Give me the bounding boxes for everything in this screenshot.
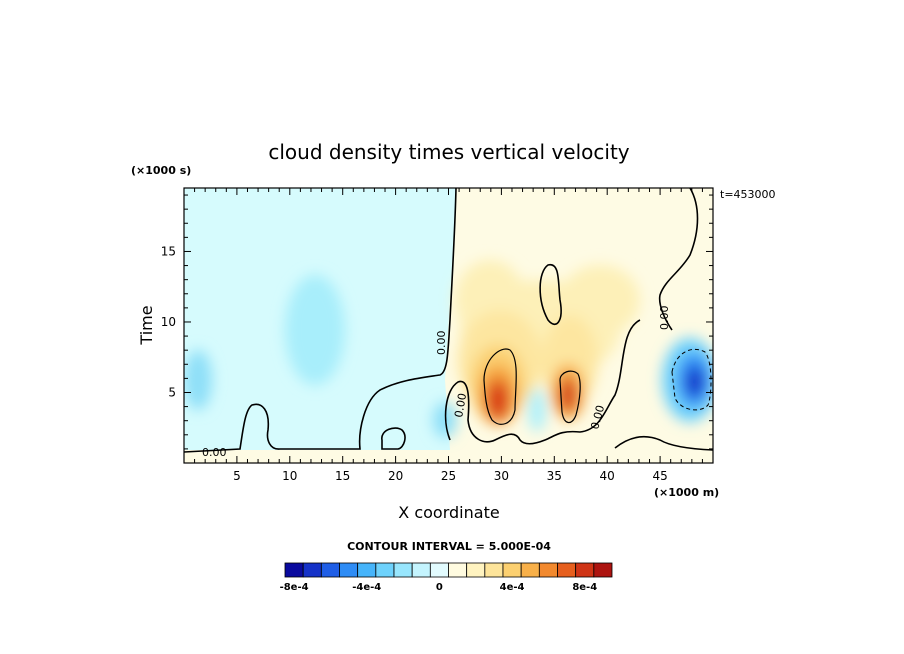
colorbar-swatch bbox=[429, 562, 449, 578]
zero-contour-loop-x34 bbox=[539, 264, 562, 325]
colorbar-swatch bbox=[302, 562, 322, 578]
colorbar-swatch bbox=[520, 562, 540, 578]
colorbar-swatch bbox=[375, 562, 395, 578]
x-axis-ticks: 5 10 15 20 25 30 35 40 45 bbox=[194, 188, 703, 483]
colorbar-swatch bbox=[484, 562, 504, 578]
updraft-2-core bbox=[559, 377, 577, 413]
contour-interval-label: CONTOUR INTERVAL = 5.000E-04 bbox=[347, 540, 551, 553]
colorbar-swatch bbox=[593, 562, 613, 578]
x-tick-label: 20 bbox=[388, 469, 403, 483]
zero-contour-core-2 bbox=[559, 370, 581, 424]
x-tick-label: 45 bbox=[652, 469, 667, 483]
colorbar-tick-label: 0 bbox=[436, 582, 443, 593]
y-tick-label: 5 bbox=[168, 385, 176, 399]
positive-region-edge bbox=[660, 188, 713, 300]
colorbar-tick-label: 8e-4 bbox=[572, 582, 597, 593]
time-stamp: t=453000 bbox=[720, 188, 776, 201]
downdraft-core bbox=[686, 367, 704, 397]
colorbar-tick-labels: -8e-4 -4e-4 0 4e-4 8e-4 bbox=[280, 582, 598, 593]
negative-blob-left bbox=[184, 350, 212, 410]
negative-blob-mid bbox=[285, 275, 345, 385]
colorbar-tick-label: 4e-4 bbox=[500, 582, 525, 593]
x-tick-label: 10 bbox=[282, 469, 297, 483]
colorbar-swatch bbox=[466, 562, 486, 578]
colorbar-swatch bbox=[357, 562, 377, 578]
contour-labels: 0.00 0.00 0.00 0.00 0.00 bbox=[202, 306, 671, 460]
colorbar-swatch bbox=[393, 562, 413, 578]
contour-label-zero: 0.00 bbox=[435, 331, 448, 356]
colorbar-swatch bbox=[538, 562, 558, 578]
field-plot-area: 0.00 0.00 0.00 0.00 0.00 bbox=[184, 188, 713, 463]
colorbar bbox=[284, 562, 613, 578]
zero-contour-core-1 bbox=[483, 348, 517, 425]
y-tick-label: 10 bbox=[161, 315, 176, 329]
x-tick-label: 35 bbox=[547, 469, 562, 483]
band-weak-positive-2 bbox=[560, 265, 640, 335]
colorbar-swatch bbox=[575, 562, 595, 578]
colorbar-tick-label: -8e-4 bbox=[280, 582, 309, 593]
y-unit-label: (×1000 s) bbox=[131, 164, 191, 177]
colorbar-swatch bbox=[320, 562, 340, 578]
zero-contour-lower bbox=[444, 319, 641, 445]
zero-contour-loop-x19 bbox=[381, 427, 406, 450]
y-axis-label: Time bbox=[137, 305, 156, 345]
zero-contour-main bbox=[184, 188, 457, 453]
x-tick-label: 30 bbox=[494, 469, 509, 483]
x-tick-label: 25 bbox=[441, 469, 456, 483]
colorbar-swatch bbox=[448, 562, 468, 578]
y-tick-label: 15 bbox=[161, 244, 176, 258]
zero-contour-x42 bbox=[614, 435, 713, 451]
colorbar-swatch bbox=[557, 562, 577, 578]
zero-contour-right bbox=[658, 188, 699, 331]
x-axis-label: X coordinate bbox=[398, 503, 499, 522]
colorbar-swatch bbox=[411, 562, 431, 578]
x-unit-label: (×1000 m) bbox=[654, 486, 719, 499]
negative-contour-downdraft bbox=[671, 348, 712, 411]
updraft-1-core bbox=[487, 380, 509, 420]
contour-label-zero: 0.00 bbox=[588, 404, 607, 431]
contour-label-zero: 0.00 bbox=[658, 306, 671, 331]
contour-label-zero: 0.00 bbox=[202, 446, 227, 459]
x-tick-label: 5 bbox=[233, 469, 241, 483]
blurred-field bbox=[184, 260, 713, 438]
negative-blob-x33 bbox=[528, 388, 546, 432]
chart-title: cloud density times vertical velocity bbox=[268, 140, 629, 164]
colorbar-swatch bbox=[502, 562, 522, 578]
y-axis-ticks: 5 10 15 bbox=[161, 194, 713, 450]
contour-label-zero: 0.00 bbox=[452, 392, 469, 418]
colorbar-swatch bbox=[284, 562, 304, 578]
zero-contours bbox=[184, 188, 713, 453]
x-tick-label: 15 bbox=[335, 469, 350, 483]
colorbar-swatch bbox=[339, 562, 359, 578]
x-tick-label: 40 bbox=[600, 469, 615, 483]
colorbar-tick-label: -4e-4 bbox=[352, 582, 381, 593]
